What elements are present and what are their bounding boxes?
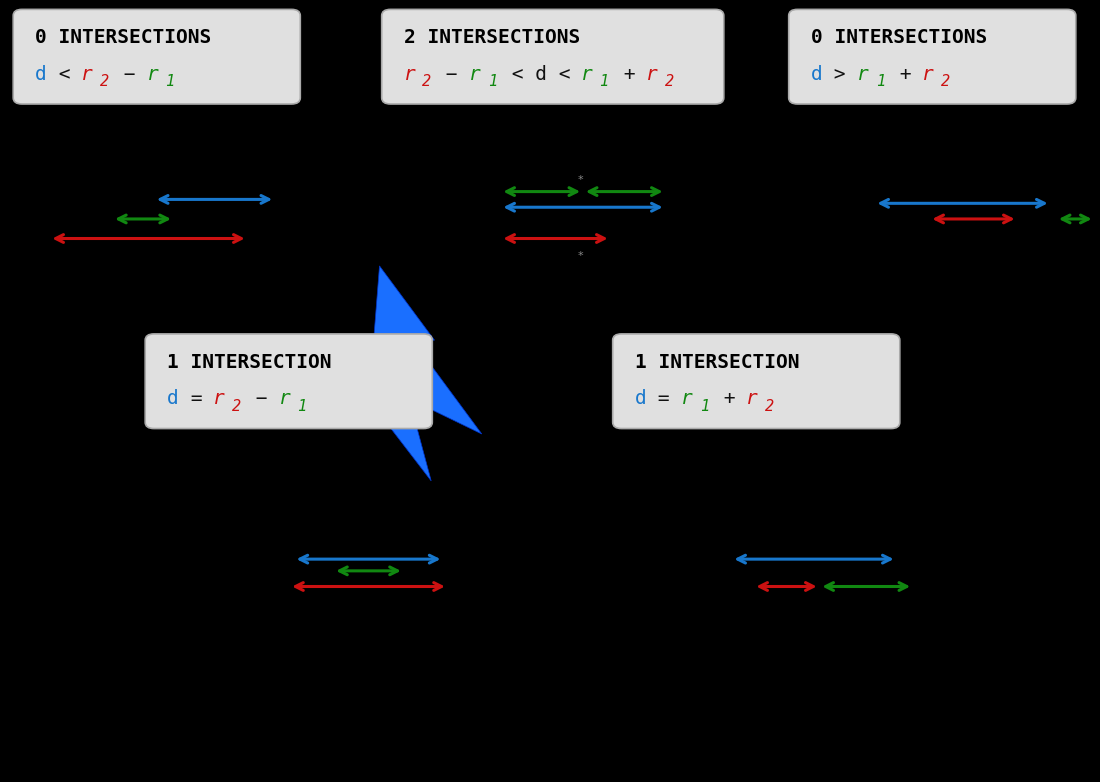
Text: r: r [404, 65, 416, 84]
Text: *: * [578, 175, 584, 185]
FancyBboxPatch shape [789, 9, 1076, 104]
Text: r: r [147, 65, 158, 84]
Text: −: − [244, 389, 279, 408]
Text: *: * [578, 251, 584, 260]
Text: 2: 2 [940, 74, 950, 89]
Text: 0 INTERSECTIONS: 0 INTERSECTIONS [811, 28, 987, 47]
Text: =: = [179, 389, 214, 408]
Text: r: r [279, 389, 290, 408]
Text: 2 INTERSECTIONS: 2 INTERSECTIONS [404, 28, 580, 47]
Text: r: r [746, 389, 758, 408]
Text: r: r [581, 65, 593, 84]
Text: d: d [167, 389, 179, 408]
Text: 2: 2 [100, 74, 109, 89]
Text: r: r [647, 65, 658, 84]
Text: 2: 2 [422, 74, 431, 89]
Text: d: d [811, 65, 823, 84]
Text: >: > [822, 65, 858, 84]
Text: r: r [81, 65, 94, 84]
Text: 1 INTERSECTION: 1 INTERSECTION [167, 353, 332, 371]
Text: 1: 1 [700, 399, 708, 414]
Text: 2: 2 [664, 74, 674, 89]
FancyBboxPatch shape [145, 334, 432, 429]
Text: r: r [213, 389, 226, 408]
Text: =: = [646, 389, 682, 408]
Text: r: r [922, 65, 934, 84]
Text: r: r [857, 65, 869, 84]
Text: 0 INTERSECTIONS: 0 INTERSECTIONS [35, 28, 211, 47]
FancyBboxPatch shape [613, 334, 900, 429]
Text: 1 INTERSECTION: 1 INTERSECTION [635, 353, 800, 371]
Text: <: < [46, 65, 82, 84]
Text: d: d [635, 389, 647, 408]
Text: 2: 2 [764, 399, 774, 414]
Polygon shape [341, 266, 482, 481]
Text: 1: 1 [298, 399, 307, 414]
Text: 1: 1 [876, 74, 884, 89]
Text: < d <: < d < [499, 65, 582, 84]
Text: 1: 1 [600, 74, 608, 89]
Text: +: + [888, 65, 923, 84]
FancyBboxPatch shape [382, 9, 724, 104]
Text: 1: 1 [488, 74, 497, 89]
Text: 1: 1 [166, 74, 175, 89]
Text: +: + [612, 65, 647, 84]
Text: r: r [469, 65, 481, 84]
Text: −: − [434, 65, 470, 84]
Text: −: − [112, 65, 147, 84]
Text: r: r [681, 389, 693, 408]
Text: d: d [35, 65, 47, 84]
FancyBboxPatch shape [13, 9, 300, 104]
Text: +: + [712, 389, 747, 408]
Text: 2: 2 [232, 399, 241, 414]
